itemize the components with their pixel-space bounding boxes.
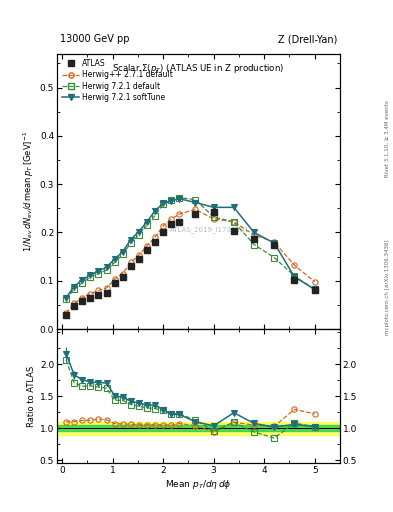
Text: mcplots.cern.ch [arXiv:1306.3436]: mcplots.cern.ch [arXiv:1306.3436] — [385, 239, 390, 334]
Text: Rivet 3.1.10, ≥ 3.4M events: Rivet 3.1.10, ≥ 3.4M events — [385, 100, 390, 177]
Legend: ATLAS, Herwig++ 2.7.1 default, Herwig 7.2.1 default, Herwig 7.2.1 softTune: ATLAS, Herwig++ 2.7.1 default, Herwig 7.… — [61, 57, 174, 103]
Bar — [57, 425, 340, 432]
Text: Z (Drell-Yan): Z (Drell-Yan) — [278, 34, 337, 44]
Bar — [57, 422, 340, 435]
Text: 13000 GeV pp: 13000 GeV pp — [60, 34, 129, 44]
Y-axis label: Ratio to ATLAS: Ratio to ATLAS — [27, 366, 36, 427]
Y-axis label: $1/N_{ev}\,dN_{ev}/d\,\mathrm{mean}\,p_T\,[\mathrm{GeV}]^{-1}$: $1/N_{ev}\,dN_{ev}/d\,\mathrm{mean}\,p_T… — [21, 131, 36, 252]
X-axis label: Mean $p_T/d\eta\,d\phi$: Mean $p_T/d\eta\,d\phi$ — [165, 478, 232, 491]
Text: Scalar $\Sigma(p_T)$ (ATLAS UE in Z production): Scalar $\Sigma(p_T)$ (ATLAS UE in Z prod… — [112, 62, 285, 75]
Text: ATLAS_2019_I1736531: ATLAS_2019_I1736531 — [170, 227, 250, 233]
